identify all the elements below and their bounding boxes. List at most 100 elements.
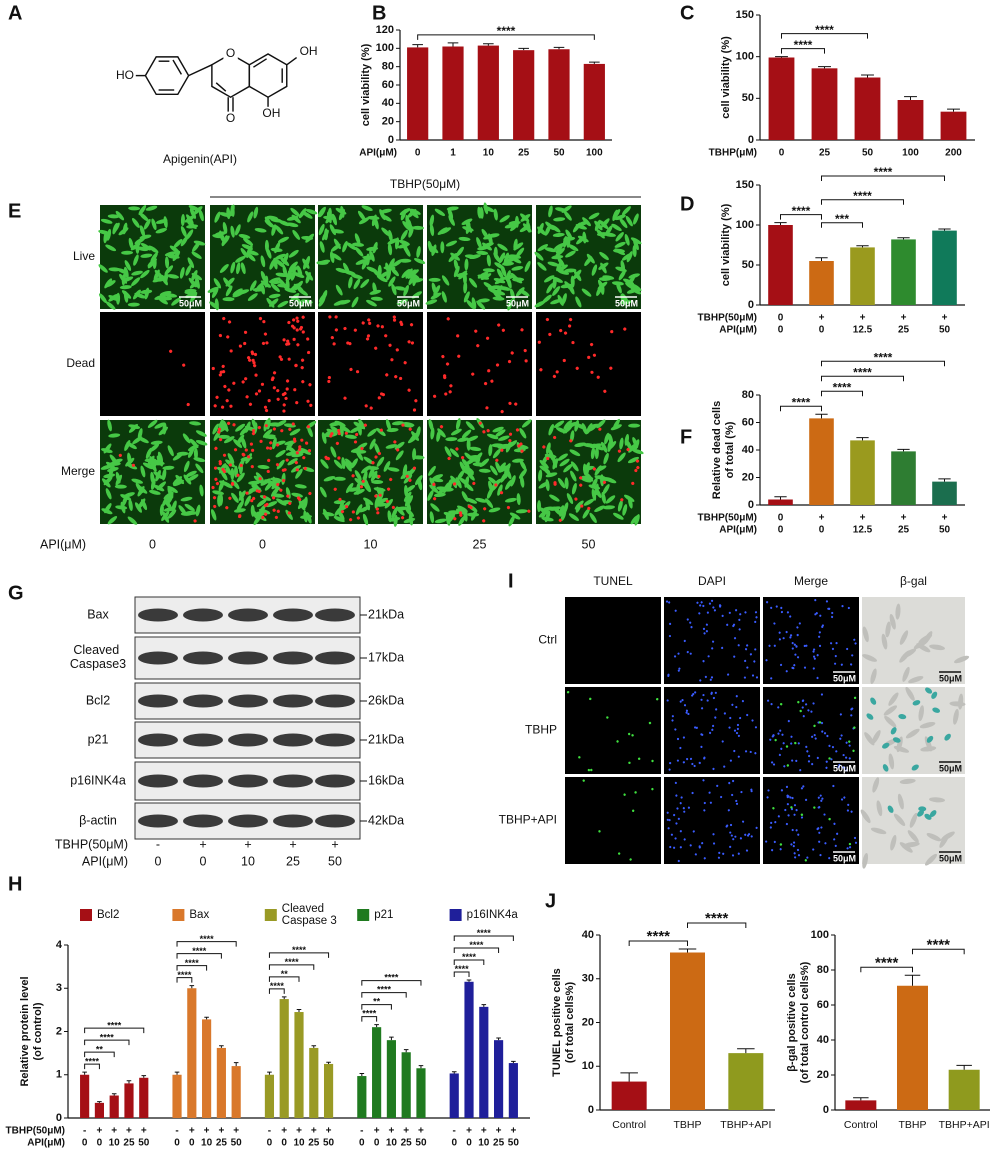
cell [351, 296, 359, 308]
cell [670, 833, 673, 836]
error-bar [904, 974, 921, 986]
cell [472, 481, 476, 485]
cell [253, 364, 257, 368]
cell [466, 438, 471, 451]
cell [509, 512, 521, 520]
cell [676, 737, 680, 741]
cell [548, 449, 554, 461]
cell [215, 395, 219, 399]
cell [728, 781, 731, 785]
cell [354, 470, 362, 481]
cell [258, 504, 266, 516]
column-label: 0 [149, 537, 156, 551]
cell [899, 842, 913, 853]
cell [334, 328, 338, 332]
cell [611, 223, 622, 232]
cell [375, 493, 384, 504]
y-axis-label: Relative protein level [19, 976, 31, 1086]
cell [271, 224, 277, 236]
cell [474, 452, 483, 462]
legend-swatch [264, 909, 277, 921]
legend-swatch [357, 909, 370, 921]
cell [592, 443, 604, 451]
cell [225, 459, 236, 468]
x-tick-label: 25 [493, 1138, 505, 1149]
cell [571, 482, 577, 495]
x-tick-label: 0 [97, 1138, 103, 1149]
cell [486, 433, 499, 440]
cell [793, 804, 797, 807]
cell [667, 674, 670, 677]
cell [559, 328, 563, 333]
cell [926, 735, 934, 743]
cell [354, 478, 365, 486]
cell [524, 260, 531, 272]
significance-label: **** [815, 23, 834, 37]
cell [731, 793, 734, 797]
x-axis-label: API(μM) [40, 537, 86, 551]
significance-label: **** [794, 38, 813, 52]
cell [115, 505, 128, 510]
x-tick-label: TBHP [673, 1119, 701, 1131]
cell [300, 438, 304, 442]
significance-label: **** [647, 928, 671, 945]
cell [801, 706, 804, 709]
cell [817, 796, 820, 799]
cell [230, 261, 236, 274]
cell [555, 247, 565, 257]
cell [721, 740, 724, 743]
x-tick-label: 0 [374, 1138, 380, 1149]
y-tick-label: 100 [376, 42, 394, 54]
cell [563, 331, 568, 335]
cell [682, 736, 686, 739]
cell [486, 487, 494, 499]
cell [340, 425, 351, 433]
atom-label: OH [300, 44, 318, 58]
x-tick-label: + [510, 1126, 516, 1137]
cell [574, 497, 578, 501]
cell [98, 264, 108, 273]
cell [408, 274, 416, 286]
cell [328, 315, 332, 319]
cell [562, 425, 573, 434]
cell [169, 349, 173, 353]
cell [295, 451, 299, 455]
cell [789, 634, 793, 637]
cell [630, 514, 640, 525]
cell [465, 497, 478, 504]
legend-swatch [449, 909, 462, 921]
error-bar [938, 478, 951, 482]
scale-bar-label: 50μM [833, 853, 856, 863]
significance-bracket [176, 941, 237, 947]
cell [453, 266, 460, 278]
column-label: 0 [259, 537, 266, 551]
cell [711, 728, 714, 731]
cell [683, 838, 686, 841]
cell [852, 749, 855, 753]
cell [790, 806, 793, 809]
cell [786, 795, 789, 799]
cell [754, 726, 758, 729]
blot-band [183, 814, 223, 828]
size-label: 21kDa [368, 732, 404, 746]
cell [238, 234, 251, 239]
bar [768, 225, 793, 305]
blot-band [138, 733, 178, 747]
x-row-label: API(μM) [27, 1138, 65, 1149]
cell [546, 456, 550, 461]
cell [272, 493, 285, 498]
cell [534, 251, 544, 261]
cell [294, 296, 304, 307]
cell [804, 798, 808, 801]
cell [710, 676, 714, 679]
cell [925, 687, 933, 694]
cell [403, 284, 409, 297]
bar [670, 952, 705, 1110]
cell [333, 515, 345, 523]
significance-label: **** [285, 957, 300, 967]
cell [744, 750, 748, 753]
cell [519, 459, 527, 471]
cell [388, 517, 401, 522]
cell [701, 842, 704, 845]
cell [222, 481, 233, 489]
